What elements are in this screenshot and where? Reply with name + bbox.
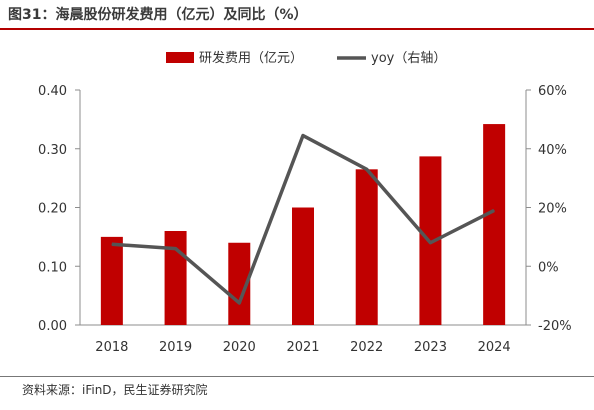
bar-2020 bbox=[228, 242, 251, 325]
yoy-point-2022 bbox=[366, 168, 368, 170]
legend-bar-label: 研发费用（亿元） bbox=[199, 50, 303, 66]
legend: 研发费用（亿元） yoy（右轴） bbox=[166, 50, 446, 66]
legend-line-label: yoy（右轴） bbox=[371, 51, 446, 66]
yoy-line-series bbox=[111, 133, 495, 305]
yoy-point-2019 bbox=[175, 248, 177, 250]
x-tick-label: 2019 bbox=[159, 340, 192, 355]
right-tick-label: 0% bbox=[538, 260, 559, 275]
bar-2022 bbox=[355, 169, 378, 325]
left-tick-label: 0.20 bbox=[38, 202, 67, 217]
left-tick-label: 0.40 bbox=[38, 84, 67, 99]
source-divider bbox=[0, 376, 594, 377]
title-divider bbox=[0, 28, 594, 30]
x-axis-ticks: 2018 2019 2020 2021 2022 2023 2024 bbox=[95, 340, 510, 355]
right-axis-ticks: -20% 0% 20% 40% 60% bbox=[526, 84, 572, 334]
x-tick-label: 2023 bbox=[414, 340, 447, 355]
left-tick-label: 0.10 bbox=[38, 260, 67, 275]
left-tick-label: 0.00 bbox=[38, 319, 67, 334]
x-tick-label: 2018 bbox=[95, 340, 128, 355]
legend-bar-swatch bbox=[166, 52, 194, 63]
yoy-point-2020 bbox=[238, 302, 240, 304]
x-tick-label: 2021 bbox=[286, 340, 319, 355]
bar-2024 bbox=[483, 124, 506, 325]
source-note: 资料来源：iFinD，民生证券研究院 bbox=[22, 383, 208, 397]
x-tick-label: 2020 bbox=[223, 340, 256, 355]
yoy-point-2018 bbox=[111, 243, 113, 245]
right-tick-label: 20% bbox=[538, 202, 567, 217]
bar-2018 bbox=[100, 236, 123, 325]
bar-series bbox=[100, 124, 506, 325]
yoy-point-2024 bbox=[493, 209, 495, 211]
x-tick-label: 2024 bbox=[478, 340, 511, 355]
x-tick-label: 2022 bbox=[350, 340, 383, 355]
bar-2021 bbox=[292, 207, 314, 325]
right-tick-label: -20% bbox=[538, 319, 572, 334]
left-tick-label: 0.30 bbox=[38, 143, 67, 158]
figure-title: 图31：海晨股份研发费用（亿元）及同比（%） bbox=[8, 7, 308, 23]
right-tick-label: 40% bbox=[538, 143, 567, 158]
right-tick-label: 60% bbox=[538, 84, 567, 99]
yoy-point-2023 bbox=[429, 242, 431, 244]
left-axis-ticks: 0.00 0.10 0.20 0.30 0.40 bbox=[38, 84, 80, 334]
yoy-point-2021 bbox=[302, 135, 304, 137]
bar-2019 bbox=[164, 231, 187, 325]
